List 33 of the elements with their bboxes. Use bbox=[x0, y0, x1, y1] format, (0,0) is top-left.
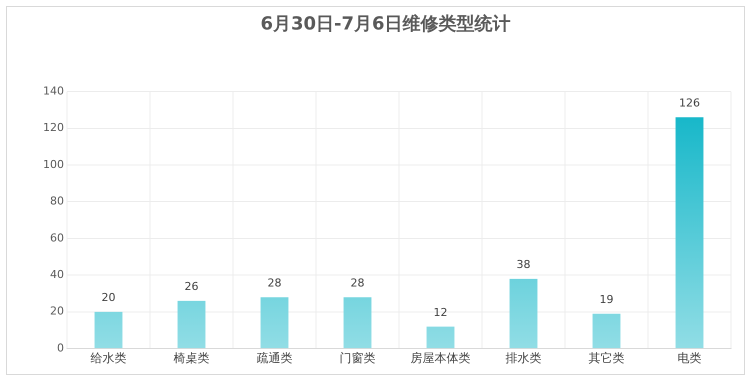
chart-title: 6月30日-7月6日维修类型统计 bbox=[260, 13, 511, 34]
y-tick-label: 120 bbox=[42, 121, 64, 134]
x-tick-label: 给水类 bbox=[90, 350, 126, 365]
data-label: 38 bbox=[516, 258, 530, 272]
y-tick-label: 80 bbox=[50, 194, 64, 208]
bar bbox=[510, 278, 538, 348]
bar bbox=[592, 314, 620, 348]
y-tick-label: 0 bbox=[56, 341, 64, 354]
x-tick-label: 其它类 bbox=[588, 350, 624, 365]
x-tick-label: 椅桌类 bbox=[173, 350, 210, 365]
x-tick-label: 排水类 bbox=[506, 350, 542, 365]
y-tick-label: 40 bbox=[50, 268, 64, 282]
bar bbox=[94, 312, 122, 348]
bar bbox=[344, 297, 372, 348]
data-label: 12 bbox=[434, 306, 448, 319]
data-label: 19 bbox=[600, 293, 614, 306]
data-label: 126 bbox=[679, 96, 700, 110]
y-tick-label: 140 bbox=[42, 84, 64, 98]
data-label: 28 bbox=[267, 276, 282, 290]
data-label: 28 bbox=[350, 276, 364, 290]
x-tick-label: 房屋本体类 bbox=[410, 350, 470, 365]
x-tick-label: 疏通类 bbox=[256, 350, 292, 365]
y-tick-label: 100 bbox=[42, 158, 64, 171]
y-tick-label: 20 bbox=[50, 304, 64, 318]
y-tick-label: 60 bbox=[50, 231, 64, 244]
x-tick-label: 电类 bbox=[678, 350, 702, 365]
bar bbox=[426, 326, 454, 348]
bar bbox=[260, 297, 288, 348]
bar bbox=[676, 117, 704, 348]
bar bbox=[178, 300, 206, 348]
data-label: 20 bbox=[101, 291, 116, 304]
x-tick-label: 门窗类 bbox=[340, 350, 376, 365]
data-label: 26 bbox=[184, 280, 198, 294]
